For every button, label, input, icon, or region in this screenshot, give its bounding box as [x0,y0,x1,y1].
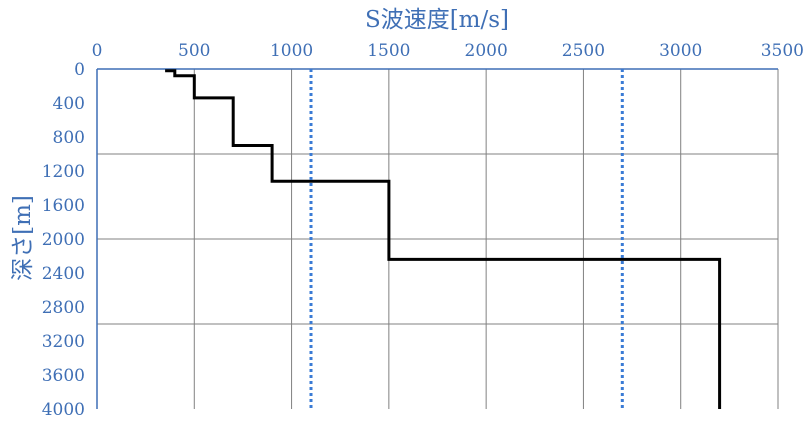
y-tick-label: 1600 [42,196,85,216]
x-tick-label: 500 [178,41,210,61]
x-tick-label: 3500 [761,41,804,61]
x-tick-label: 2500 [562,41,605,61]
y-axis-title: 深さ[m] [10,195,36,281]
x-tick-labels: 0 500 1000 1500 2000 2500 3000 3500 [92,41,804,61]
y-tick-label: 2800 [42,298,85,318]
plot-frame [96,68,778,409]
y-tick-label: 3600 [42,366,85,386]
x-tick-label: 2000 [465,41,508,61]
y-tick-labels: 0 400 800 1200 1600 2000 2400 2800 3200 3600 4000 [42,60,85,420]
y-tick-label: 0 [74,60,85,80]
x-axis-title: S波速度[m/s] [365,7,509,33]
series-layer [165,69,722,409]
x-tick-label: 0 [92,41,103,61]
y-tick-label: 800 [53,128,85,148]
y-tick-label: 4000 [42,400,85,420]
y-tick-label: 2000 [42,230,85,250]
x-tick-label: 3000 [659,41,702,61]
y-tick-label: 2400 [42,264,85,284]
velocity-profile-line [165,69,722,409]
grid [97,69,779,409]
y-tick-label: 400 [53,94,85,114]
x-tick-label: 1000 [270,41,313,61]
x-tick-label: 1500 [367,41,410,61]
y-tick-label: 3200 [42,332,85,352]
y-tick-label: 1200 [42,162,85,182]
